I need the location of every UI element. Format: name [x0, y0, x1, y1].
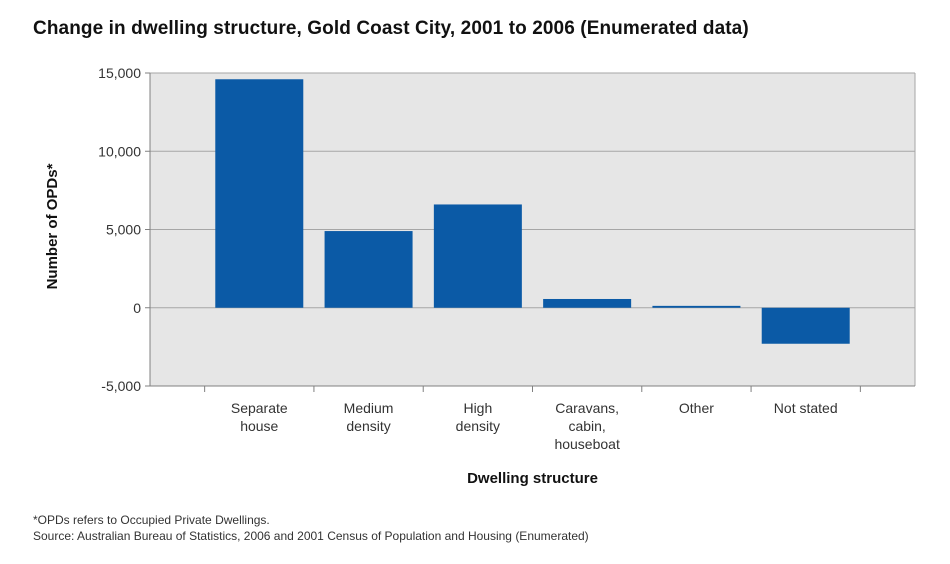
x-category-label: Separate house	[231, 400, 288, 434]
footnote: *OPDs refers to Occupied Private Dwellin…	[33, 512, 589, 544]
axis-labels: -5,000 0 5,000 10,000 15,000 Separate house Med…	[44, 65, 838, 487]
axes	[145, 72, 916, 392]
bar	[652, 305, 741, 308]
x-category-label: Caravans, cabin, houseboat	[554, 400, 620, 452]
bar	[543, 298, 632, 308]
x-category-label: Not stated	[774, 400, 838, 416]
y-axis-title: Number of OPDs*	[44, 163, 61, 289]
bar	[761, 307, 850, 344]
bar	[433, 204, 522, 308]
x-category-label: Other	[679, 400, 714, 416]
x-category-label: Medium density	[344, 400, 394, 434]
chart-title: Change in dwelling structure, Gold Coast…	[33, 18, 749, 39]
bar	[324, 231, 413, 308]
y-tick-label: -5,000	[101, 378, 141, 394]
x-category-label: High density	[456, 400, 500, 434]
y-tick-label: 15,000	[98, 65, 141, 81]
y-tick-label: 0	[133, 300, 141, 316]
y-tick-label: 10,000	[98, 143, 141, 159]
footnote-source: Source: Australian Bureau of Statistics,…	[33, 529, 589, 543]
bar	[215, 79, 304, 308]
bar-chart: -5,000 0 5,000 10,000 15,000 Separate house Med…	[44, 65, 916, 487]
footnote-definition: *OPDs refers to Occupied Private Dwellin…	[33, 513, 270, 527]
y-tick-label: 5,000	[106, 222, 141, 238]
bars	[215, 79, 850, 344]
x-axis-title: Dwelling structure	[467, 470, 598, 487]
